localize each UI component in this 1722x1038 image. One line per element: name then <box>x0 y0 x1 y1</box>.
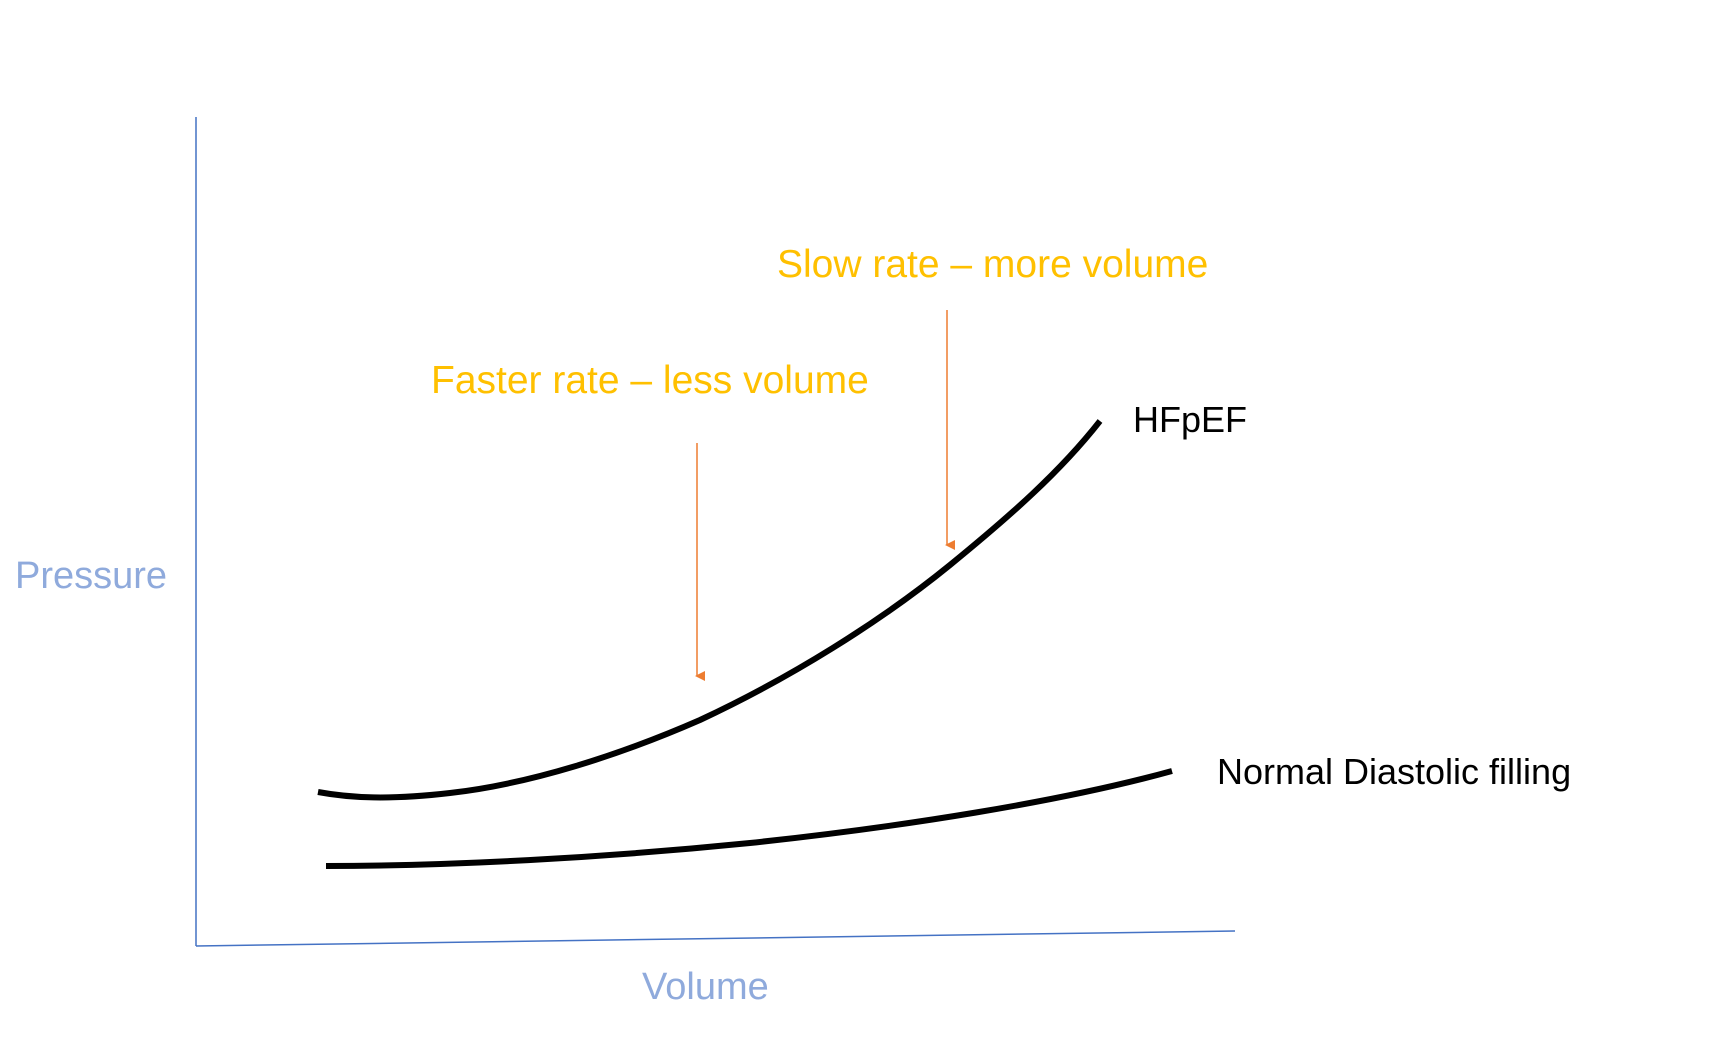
normal-filling-label: Normal Diastolic filling <box>1217 751 1572 792</box>
hfpef-label: HFpEF <box>1133 399 1248 440</box>
slow-rate-annotation: Slow rate – more volume <box>777 243 1209 286</box>
faster-rate-annotation: Faster rate – less volume <box>431 359 869 402</box>
y-axis-label: Pressure <box>15 555 168 597</box>
normal-filling-curve <box>325 768 1173 869</box>
x-axis-label: Volume <box>642 966 769 1008</box>
x-axis <box>195 930 1236 947</box>
hfpef-curve <box>317 419 1103 801</box>
